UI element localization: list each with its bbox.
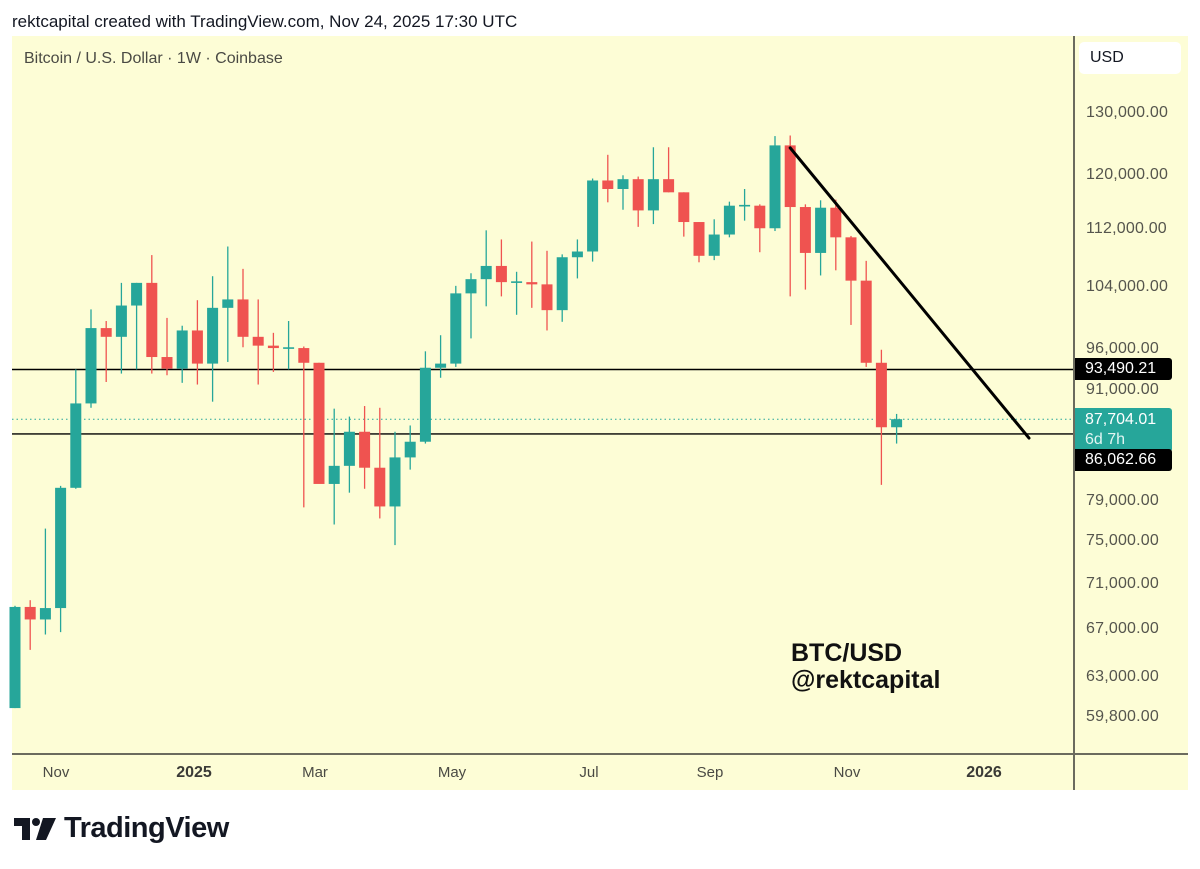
- candle-up[interactable]: [389, 457, 401, 507]
- time-tick-label: Sep: [696, 764, 724, 781]
- time-tick-label: Jul: [579, 764, 599, 781]
- candle-up[interactable]: [891, 419, 903, 428]
- candle-up[interactable]: [404, 441, 416, 458]
- currency-selector[interactable]: USD: [1079, 42, 1181, 74]
- time-tick-label: Nov: [833, 764, 861, 781]
- candle-down[interactable]: [359, 431, 371, 468]
- watermark-symbol: BTC/USD: [791, 639, 903, 667]
- candle-down[interactable]: [754, 205, 766, 229]
- candle-down[interactable]: [632, 179, 644, 211]
- descending-trendline[interactable]: [788, 146, 1031, 440]
- candle-down[interactable]: [830, 207, 842, 238]
- candle-up[interactable]: [465, 279, 477, 294]
- price-tick-label: 91,000.00: [1086, 381, 1159, 399]
- candle-down[interactable]: [678, 192, 690, 223]
- candle-down[interactable]: [374, 467, 386, 507]
- candle-up[interactable]: [647, 179, 659, 211]
- candle-down[interactable]: [252, 336, 264, 346]
- candle-up[interactable]: [556, 257, 568, 311]
- candle-up[interactable]: [283, 347, 295, 349]
- price-tick-label: 112,000.00: [1086, 219, 1167, 237]
- candle-down[interactable]: [495, 265, 507, 283]
- candle-up[interactable]: [85, 328, 97, 404]
- chart-caption: rektcapital created with TradingView.com…: [12, 12, 518, 31]
- price-tick-label: 71,000.00: [1086, 574, 1159, 592]
- symbol-title: Bitcoin / U.S. Dollar · 1W · Coinbase: [24, 50, 283, 67]
- current-price-value: 87,704.01: [1085, 411, 1157, 429]
- price-tick-label: 63,000.00: [1086, 667, 1159, 685]
- candle-up[interactable]: [70, 403, 82, 488]
- candle-up[interactable]: [343, 431, 355, 466]
- watermark-author: @rektcapital: [791, 666, 941, 694]
- candle-up[interactable]: [571, 251, 583, 258]
- candle-down[interactable]: [313, 362, 325, 484]
- candle-up[interactable]: [176, 330, 188, 369]
- candle-down[interactable]: [784, 145, 796, 208]
- candle-down[interactable]: [146, 282, 158, 358]
- candle-down[interactable]: [693, 222, 705, 256]
- candle-up[interactable]: [708, 234, 720, 256]
- time-tick-label: May: [437, 764, 467, 781]
- candle-down[interactable]: [799, 207, 811, 253]
- current-price-tag: 87,704.01 6d 7h: [1075, 408, 1172, 453]
- candle-up[interactable]: [450, 293, 462, 364]
- candle-down[interactable]: [237, 299, 249, 337]
- candle-up[interactable]: [769, 145, 781, 229]
- candle-up[interactable]: [815, 207, 827, 253]
- candle-down[interactable]: [845, 237, 857, 281]
- bar-countdown: 6d 7h: [1085, 431, 1126, 449]
- candle-down[interactable]: [663, 179, 675, 193]
- time-tick-label: Nov: [42, 764, 70, 781]
- candle-up[interactable]: [723, 205, 735, 235]
- candle-up[interactable]: [435, 363, 447, 368]
- price-axis-divider: [1073, 36, 1075, 790]
- candle-down[interactable]: [602, 180, 614, 190]
- candle-up[interactable]: [328, 465, 340, 484]
- candle-up[interactable]: [511, 281, 523, 283]
- time-axis-divider: [12, 753, 1188, 755]
- candle-down[interactable]: [161, 357, 173, 369]
- price-tick-label: 130,000.00: [1086, 104, 1169, 121]
- price-tick-label: 96,000.00: [1086, 339, 1159, 357]
- price-tick-label: 67,000.00: [1086, 619, 1159, 637]
- support-price-tag: 86,062.66: [1075, 448, 1172, 471]
- candle-down[interactable]: [860, 280, 872, 363]
- resistance-price-tag: 93,490.21: [1075, 358, 1172, 381]
- candle-down[interactable]: [541, 284, 553, 311]
- candle-up[interactable]: [587, 180, 599, 252]
- candle-down[interactable]: [875, 362, 887, 428]
- candle-down[interactable]: [191, 330, 203, 364]
- price-tick-label: 120,000.00: [1086, 166, 1169, 184]
- candle-down[interactable]: [24, 606, 36, 620]
- time-tick-label: 2025: [176, 764, 212, 781]
- candle-up[interactable]: [39, 608, 51, 620]
- candle-up[interactable]: [131, 282, 143, 306]
- candle-up[interactable]: [9, 606, 21, 709]
- candle-down[interactable]: [298, 348, 310, 363]
- price-tick-label: 75,000.00: [1086, 531, 1159, 549]
- chart-watermark: BTC/USD @rektcapital: [791, 640, 940, 694]
- candle-up[interactable]: [739, 204, 751, 207]
- tradingview-logo-icon: [14, 817, 56, 840]
- candle-up[interactable]: [419, 367, 431, 442]
- candle-up[interactable]: [480, 265, 492, 280]
- chart-pane[interactable]: [12, 36, 1188, 790]
- candle-down[interactable]: [526, 282, 538, 285]
- price-tick-label: 59,800.00: [1086, 708, 1159, 726]
- candle-up[interactable]: [207, 307, 219, 364]
- price-tick-label: 79,000.00: [1086, 491, 1159, 509]
- candle-down[interactable]: [267, 345, 279, 349]
- candle-up[interactable]: [222, 299, 234, 308]
- time-tick-label: Mar: [302, 764, 328, 781]
- tradingview-logo[interactable]: TradingView: [14, 812, 229, 845]
- time-tick-label: 2026: [966, 764, 1002, 781]
- footer-brand: TradingView: [64, 812, 229, 844]
- candle-down[interactable]: [100, 328, 112, 337]
- candle-up[interactable]: [617, 179, 629, 190]
- candle-up[interactable]: [115, 305, 127, 337]
- price-tick-label: 104,000.00: [1086, 277, 1169, 295]
- candle-up[interactable]: [55, 487, 67, 609]
